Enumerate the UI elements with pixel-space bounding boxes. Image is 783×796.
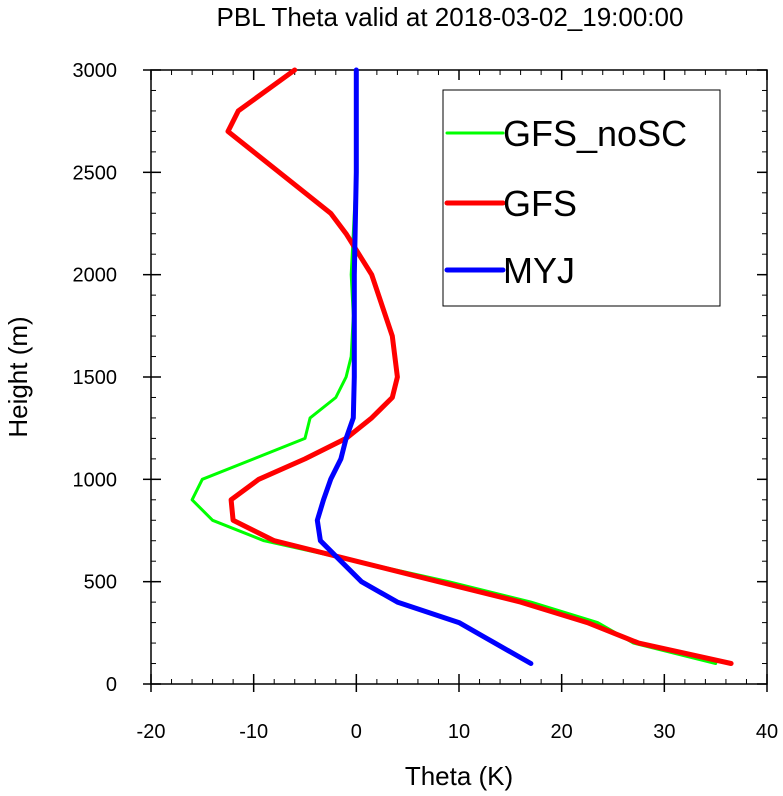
legend: GFS_noSC GFS MYJ	[442, 89, 721, 307]
legend-label: MYJ	[503, 250, 575, 291]
y-tick-label: 2500	[73, 162, 118, 184]
series-line-gfs	[225, 67, 734, 666]
legend-label: GFS_noSC	[503, 113, 687, 154]
y-tick-label: 1500	[73, 367, 118, 389]
y-tick-label: 1000	[73, 469, 118, 491]
x-tick-label: -10	[239, 721, 268, 743]
x-axis-label: Theta (K)	[405, 761, 513, 791]
y-tick-label: 0	[106, 674, 117, 696]
y-axis-label: Height (m)	[3, 316, 33, 437]
y-tick-label: 500	[84, 572, 117, 594]
x-tick-label: -20	[137, 721, 166, 743]
y-tick-label: 2000	[73, 265, 118, 287]
x-tick-label: 40	[756, 721, 778, 743]
y-tick-label: 3000	[73, 60, 118, 82]
series-line-myj	[314, 67, 534, 666]
legend-label: GFS	[503, 183, 577, 224]
x-tick-label: 20	[551, 721, 573, 743]
chart-title: PBL Theta valid at 2018-03-02_19:00:00	[217, 2, 684, 32]
x-tick-label: 10	[448, 721, 470, 743]
x-tick-label: 30	[653, 721, 675, 743]
x-tick-label: 0	[351, 721, 362, 743]
plot-area: -20 -10 0 10 20 30 40 0 500 1000 1500 2000 2500 3000	[73, 60, 779, 743]
